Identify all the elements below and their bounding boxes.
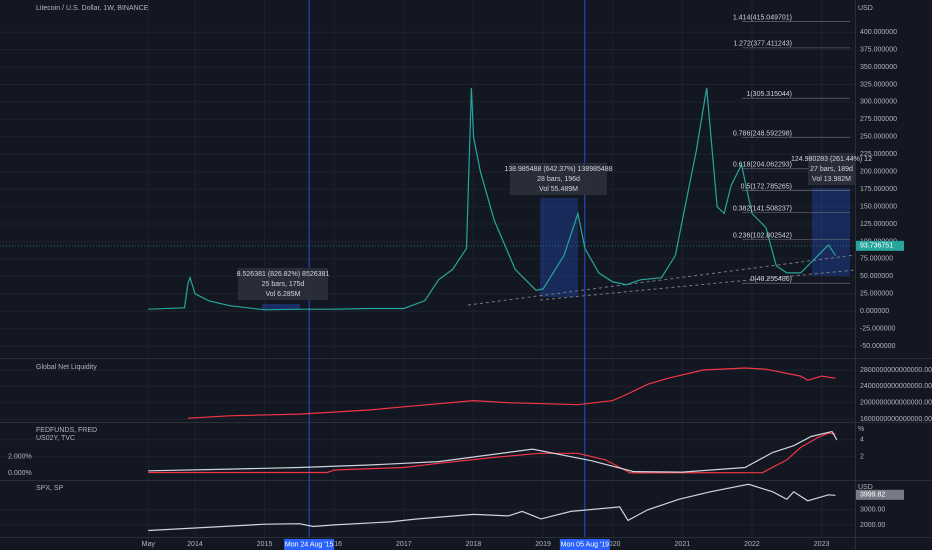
y-tick-label: 175.000000 — [860, 186, 897, 193]
x-tick-label: 2023 — [814, 541, 830, 548]
y-tick-label: 375.000000 — [860, 46, 897, 53]
measure-text: 28 bars, 196d — [537, 176, 580, 183]
left-tick-label: 2.000% — [8, 453, 32, 460]
x-tick-label: 2018 — [466, 541, 482, 548]
measure-text: Vol 6.285M — [265, 291, 300, 298]
measure-text: 27 bars, 189d — [810, 166, 853, 173]
measure-box — [238, 268, 328, 300]
measure-text: Vol 13.982M — [812, 176, 851, 183]
y-tick-label: 275.000000 — [860, 116, 897, 123]
x-tick-label: 2022 — [744, 541, 760, 548]
measure-area — [540, 198, 578, 297]
unit-label: % — [858, 426, 864, 433]
crosshair-label-bg — [559, 539, 610, 550]
measure-text: Vol 55.489M — [539, 186, 578, 193]
fib-label: 0.618(204.062293) — [733, 162, 792, 169]
y-tick-label: 400.000000 — [860, 29, 897, 36]
symbol-title: Litecoin / U.S. Dollar, 1W, BINANCE — [36, 5, 149, 12]
series-line — [148, 430, 838, 473]
measure-text: 138.985488 (642.37%) 138985488 — [504, 166, 612, 173]
measure-area — [812, 188, 850, 276]
fib-label: 0.5(172.785265) — [741, 184, 792, 191]
price-label-bg — [856, 489, 904, 500]
x-tick-label: 2017 — [396, 541, 412, 548]
fib-label: 0.236(102.802542) — [733, 232, 792, 239]
x-tick-label: May — [142, 541, 156, 548]
y-tick-label: 350.000000 — [860, 64, 897, 71]
measure-box — [808, 153, 855, 185]
x-tick-label: 2016 — [326, 541, 342, 548]
crosshair-label-bg — [284, 539, 335, 550]
y-tick-label: 250.000000 — [860, 134, 897, 141]
unit-label: USD — [858, 484, 873, 491]
measure-text: 25 bars, 175d — [262, 281, 305, 288]
measure-text: 124.980283 (261.44%) 12 — [791, 156, 872, 163]
crosshair-label: Mon 24 Aug '15 — [285, 541, 334, 548]
x-tick-label: 2014 — [187, 541, 203, 548]
y-tick-label: 2000000000000000.000000 — [860, 400, 932, 407]
y-tick-label: 225.000000 — [860, 151, 897, 158]
y-tick-label: 2800000000000000.000000 — [860, 367, 932, 374]
y-tick-label: 300.000000 — [860, 99, 897, 106]
fib-label: 1.272(377.411243) — [733, 41, 792, 48]
x-tick-label: 2015 — [257, 541, 273, 548]
fib-label: 0.382(141.508237) — [733, 205, 792, 212]
pane-title: Global Net Liquidity — [36, 364, 97, 371]
series-line — [148, 87, 836, 311]
crosshair-label: Mon 05 Aug '19 — [561, 541, 610, 548]
fib-label: 1(305.315044) — [746, 91, 792, 98]
y-tick-label: 25.000000 — [860, 291, 893, 298]
y-tick-label: 2400000000000000.000000 — [860, 383, 932, 390]
y-tick-label: 325.000000 — [860, 81, 897, 88]
x-tick-label: 2020 — [605, 541, 621, 548]
price-label: 93.736751 — [860, 243, 893, 250]
series-line — [148, 483, 836, 532]
x-tick-label: 2019 — [535, 541, 551, 548]
y-tick-label: 125.000000 — [860, 221, 897, 228]
y-tick-label: 3000.00 — [860, 507, 885, 514]
fib-label: 1.414(415.049701) — [733, 14, 792, 21]
y-tick-label: 50.000000 — [860, 273, 893, 280]
fib-label: 0(40.255486) — [750, 276, 792, 283]
y-tick-label: 150.000000 — [860, 203, 897, 210]
trend-line — [467, 254, 856, 306]
legend-entry: US02Y, TVC — [36, 435, 75, 442]
x-tick-label: 2021 — [675, 541, 691, 548]
y-tick-label: 200.000000 — [860, 169, 897, 176]
y-tick-label: 75.000000 — [860, 256, 893, 263]
y-tick-label: -50.000000 — [860, 343, 896, 350]
y-tick-label: -25.000000 — [860, 326, 896, 333]
y-tick-label: 0.000000 — [860, 308, 889, 315]
series-line — [148, 432, 836, 474]
y-tick-label: 2 — [860, 453, 864, 460]
y-tick-label: 2000.00 — [860, 522, 885, 529]
y-tick-label: 1600000000000000.000000 — [860, 416, 932, 423]
unit-label: USD — [858, 5, 873, 12]
price-label: 3999.82 — [860, 492, 885, 499]
trend-line — [539, 269, 856, 301]
series-line — [187, 367, 836, 419]
measure-area — [262, 304, 300, 310]
y-tick-label: 4 — [860, 437, 864, 444]
pane-title: SPX, SP — [36, 485, 64, 492]
fib-label: 0.786(248.592298) — [733, 131, 792, 138]
legend-entry: FEDFUNDS, FRED — [36, 427, 97, 434]
measure-box — [510, 163, 607, 195]
left-tick-label: 0.000% — [8, 470, 32, 477]
measure-text: 8.526381 (826.82%) 8526381 — [237, 271, 330, 278]
price-label-bg — [856, 240, 904, 251]
